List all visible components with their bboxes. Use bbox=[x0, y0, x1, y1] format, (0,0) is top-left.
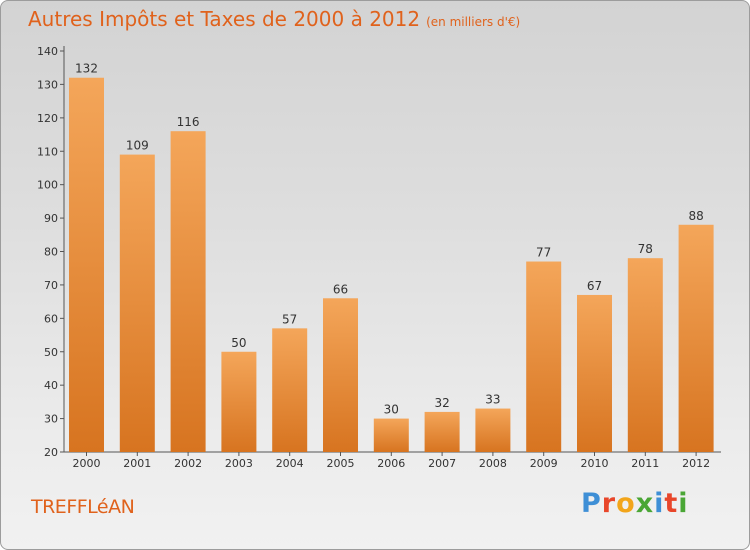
chart-title: Autres Impôts et Taxes de 2000 à 2012 (en… bbox=[28, 7, 520, 31]
y-tick-label: 140 bbox=[37, 45, 58, 58]
x-tick-label: 2006 bbox=[377, 457, 405, 470]
commune-name: TREFFLéAN bbox=[31, 496, 135, 518]
y-tick-label: 100 bbox=[37, 179, 58, 192]
bar-2009 bbox=[526, 261, 562, 452]
bar-2000 bbox=[69, 77, 104, 452]
data-label: 57 bbox=[282, 312, 297, 326]
bar-2004 bbox=[272, 328, 308, 452]
data-labels: 132 109 116 50 57 66 30 32 33 77 67 78 88 bbox=[75, 62, 704, 417]
bar-2002 bbox=[170, 131, 206, 452]
logo-letter: i bbox=[654, 488, 665, 519]
data-label: 109 bbox=[126, 139, 149, 153]
logo-letter: o bbox=[616, 488, 636, 519]
proxiti-logo[interactable]: Proxiti bbox=[581, 488, 689, 519]
y-tick-label: 80 bbox=[44, 246, 58, 259]
y-tick-label: 110 bbox=[37, 145, 58, 158]
y-tick-label: 60 bbox=[44, 312, 58, 325]
logo-letter: i bbox=[678, 488, 689, 519]
data-label: 32 bbox=[434, 396, 449, 410]
data-label: 132 bbox=[75, 62, 98, 76]
bar-2008 bbox=[475, 408, 511, 452]
data-label: 50 bbox=[231, 336, 246, 350]
bar-2006 bbox=[373, 418, 409, 452]
data-label: 67 bbox=[587, 279, 602, 293]
data-label: 116 bbox=[177, 115, 200, 129]
data-label: 33 bbox=[485, 393, 500, 407]
x-tick-label: 2001 bbox=[123, 457, 151, 470]
y-tick-label: 90 bbox=[44, 212, 58, 225]
logo-letter: r bbox=[601, 488, 617, 519]
bar-2001 bbox=[119, 154, 155, 452]
title-text: Autres Impôts et Taxes de 2000 à 2012 bbox=[28, 7, 421, 31]
y-tick-label: 70 bbox=[44, 279, 58, 292]
y-tick-label: 120 bbox=[37, 112, 58, 125]
bar-2005 bbox=[323, 298, 358, 452]
x-tick-label: 2007 bbox=[428, 457, 456, 470]
data-label: 88 bbox=[688, 209, 703, 223]
data-label: 78 bbox=[638, 242, 653, 256]
data-label: 30 bbox=[384, 403, 399, 417]
x-tick-label: 2009 bbox=[530, 457, 558, 470]
y-tick-label: 20 bbox=[44, 446, 58, 459]
x-tick-label: 2011 bbox=[631, 457, 659, 470]
data-label: 66 bbox=[333, 282, 348, 296]
x-tick-label: 2005 bbox=[327, 457, 355, 470]
x-tick-label: 2003 bbox=[225, 457, 253, 470]
bar-2012 bbox=[678, 224, 714, 452]
x-tick-label: 2010 bbox=[581, 457, 609, 470]
x-tick-label: 2008 bbox=[479, 457, 507, 470]
x-tick-label: 2000 bbox=[73, 457, 101, 470]
y-tick-label: 30 bbox=[44, 413, 58, 426]
x-tick-label: 2002 bbox=[174, 457, 202, 470]
data-label: 77 bbox=[536, 246, 551, 260]
bar-2007 bbox=[424, 411, 460, 452]
title-unit: (en milliers d'€) bbox=[426, 15, 521, 29]
axes: 20 30 40 50 60 70 80 90 100 110 120 130 140 2000 2001 2… bbox=[37, 45, 721, 470]
bars bbox=[69, 77, 714, 452]
bar-2011 bbox=[627, 258, 663, 452]
logo-letter: P bbox=[581, 488, 602, 519]
y-tick-label: 50 bbox=[44, 346, 58, 359]
x-tick-label: 2012 bbox=[682, 457, 710, 470]
y-tick-label: 40 bbox=[44, 379, 58, 392]
bar-2003 bbox=[221, 351, 257, 452]
logo-letter: x bbox=[635, 488, 655, 519]
logo-letter: t bbox=[664, 488, 679, 519]
y-tick-label: 130 bbox=[37, 78, 58, 91]
bar-2010 bbox=[577, 294, 612, 452]
x-tick-label: 2004 bbox=[276, 457, 304, 470]
